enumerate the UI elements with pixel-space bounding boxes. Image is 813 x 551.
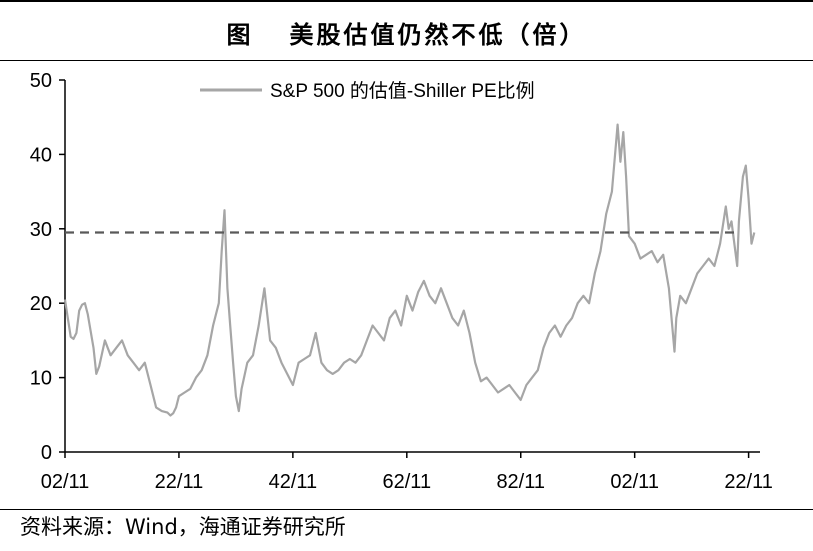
y-tick-label: 50 bbox=[30, 70, 52, 92]
x-tick-label: 02/11 bbox=[41, 471, 90, 493]
figure-title-text: 美股估值仍然不低（倍） bbox=[289, 20, 587, 49]
bottom-rule bbox=[0, 509, 813, 510]
title-rule bbox=[0, 60, 813, 61]
source-note: 资料来源：Wind，海通证券研究所 bbox=[20, 515, 346, 539]
top-rule bbox=[0, 0, 813, 2]
figure-label: 图 bbox=[226, 20, 254, 49]
y-tick-label: 0 bbox=[41, 442, 52, 464]
figure-title: 图 美股估值仍然不低（倍） bbox=[0, 8, 813, 56]
x-tick-label: 82/11 bbox=[496, 471, 545, 493]
y-tick-label: 40 bbox=[30, 144, 52, 166]
y-tick-label: 20 bbox=[30, 293, 52, 315]
y-tick-label: 30 bbox=[30, 219, 52, 241]
y-tick-label: 10 bbox=[30, 368, 52, 390]
series-line bbox=[63, 123, 756, 417]
legend: S&P 500 的估值-Shiller PE比例 bbox=[200, 80, 535, 102]
plot-area bbox=[63, 123, 756, 417]
legend-label: S&P 500 的估值-Shiller PE比例 bbox=[270, 80, 535, 102]
x-tick-label: 22/11 bbox=[155, 471, 204, 493]
x-tick-label: 22/11 bbox=[724, 471, 773, 493]
y-axis: 0 10 20 30 40 50 bbox=[30, 70, 66, 464]
x-tick-label: 02/11 bbox=[610, 471, 659, 493]
x-tick-label: 42/11 bbox=[269, 471, 318, 493]
x-tick-label: 62/11 bbox=[383, 471, 432, 493]
x-axis: 02/11 22/11 42/11 62/11 82/11 02/11 22/11 bbox=[41, 451, 773, 493]
